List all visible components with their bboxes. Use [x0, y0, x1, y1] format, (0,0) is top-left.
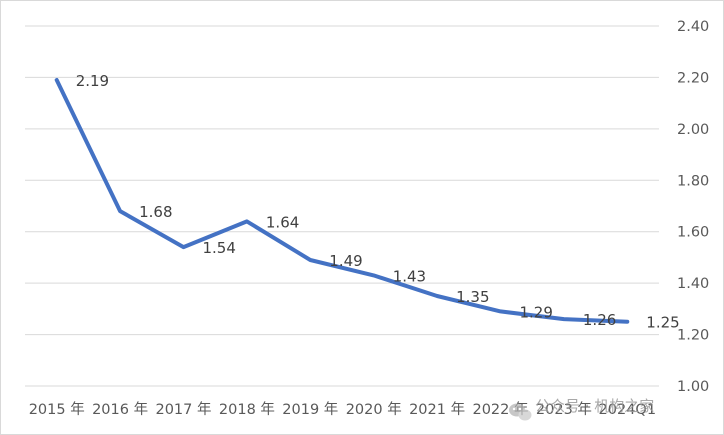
x-tick-label: 2018 年 [219, 401, 275, 418]
data-label: 1.35 [456, 288, 489, 306]
x-tick-label: 2023 年 [536, 401, 592, 418]
x-tick-label: 2017 年 [155, 401, 211, 418]
gridlines [25, 25, 659, 387]
x-tick-label: 2021 年 [409, 401, 465, 418]
y-tick-label: 1.80 [677, 173, 709, 189]
y-tick-label: 2.00 [677, 122, 709, 138]
series-line [54, 78, 630, 324]
x-tick-label: 2016 年 [92, 401, 148, 418]
data-label: 1.49 [329, 252, 362, 270]
data-label: 1.26 [583, 311, 616, 329]
wechat-icon [509, 403, 532, 421]
data-label: 1.25 [646, 314, 679, 332]
y-tick-label: 1.00 [677, 379, 709, 395]
x-tick-label: 2019 年 [282, 401, 338, 418]
y-tick-label: 2.20 [677, 70, 709, 86]
y-tick-label: 2.40 [677, 19, 709, 35]
watermark: 公众号 · 机构之家 [509, 397, 654, 421]
data-label: 1.64 [266, 213, 299, 231]
y-axis-ticks: 1.00 1.20 1.40 1.60 1.80 2.00 2.20 2.40 [677, 19, 709, 395]
data-label: 1.54 [203, 239, 236, 257]
data-label: 1.43 [393, 267, 426, 285]
y-tick-label: 1.60 [677, 225, 709, 241]
y-tick-label: 1.40 [677, 276, 709, 292]
data-labels: 2.19 1.68 1.54 1.64 1.49 1.43 1.35 1.29 1.26 1.25 [76, 72, 680, 332]
x-tick-label: 2015 年 [29, 401, 85, 418]
data-label: 2.19 [76, 72, 109, 90]
x-tick-label: 2020 年 [346, 401, 402, 418]
data-label: 1.68 [139, 203, 172, 221]
y-tick-label: 1.20 [677, 328, 709, 344]
watermark-text: 公众号 · 机构之家 [535, 397, 654, 415]
x-tick-label: 2024Q1 [599, 402, 657, 418]
data-label: 1.29 [520, 303, 553, 321]
x-axis-ticks: 2015 年 2016 年 2017 年 2018 年 2019 年 2020 年 2021… [29, 401, 656, 418]
